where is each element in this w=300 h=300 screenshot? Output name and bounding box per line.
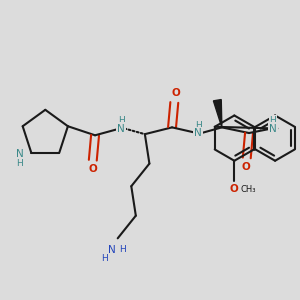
Text: N: N xyxy=(194,128,202,138)
Text: O: O xyxy=(241,162,250,172)
Text: N: N xyxy=(16,149,24,159)
Text: H: H xyxy=(16,158,23,167)
Text: O: O xyxy=(88,164,97,174)
Text: O: O xyxy=(230,184,239,194)
Text: H: H xyxy=(195,121,202,130)
Text: H: H xyxy=(119,245,126,254)
Text: N: N xyxy=(108,244,116,255)
Text: CH₃: CH₃ xyxy=(240,184,256,194)
Text: N: N xyxy=(269,124,277,134)
Text: H: H xyxy=(101,254,107,263)
Text: H: H xyxy=(118,116,124,125)
Text: H: H xyxy=(269,116,276,125)
Text: O: O xyxy=(171,88,180,98)
Polygon shape xyxy=(213,100,222,128)
Text: N: N xyxy=(117,124,125,134)
